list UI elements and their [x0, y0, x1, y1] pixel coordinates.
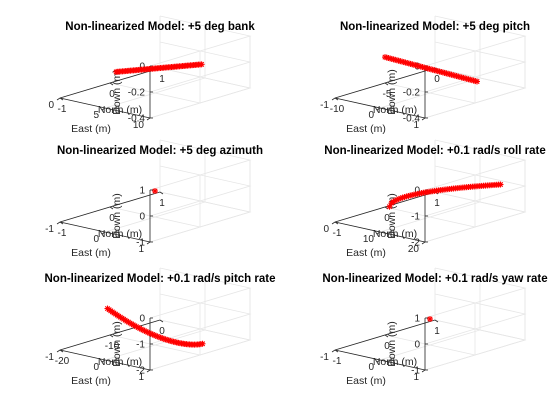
x-tick-label: 0 — [48, 100, 54, 111]
x-tick-label: 1 — [138, 244, 144, 255]
x-tick-label: 10 — [133, 120, 145, 131]
series-markers — [113, 61, 205, 75]
y-tick-label: 0 — [109, 89, 115, 100]
y-tick-label: 1 — [159, 74, 165, 85]
x-axis-label: East (m) — [346, 247, 386, 259]
data-point — [382, 54, 388, 61]
z-tick-label: 0 — [139, 212, 145, 223]
z-tick-label: 0 — [139, 62, 145, 73]
y-axis-label: North (m) — [98, 104, 142, 116]
x-tick-label: -1 — [45, 352, 54, 363]
y-tick-label: 1 — [434, 326, 440, 337]
data-point — [152, 188, 158, 194]
x-axis-label: East (m) — [346, 375, 386, 387]
y-tick-label: 0 — [384, 341, 390, 352]
tick-labels: -2-10-101-20-100 — [45, 314, 165, 384]
x-tick-label: -1 — [320, 352, 329, 363]
z-tick-label: 0 — [139, 314, 145, 325]
z-tick-label: -1 — [411, 366, 420, 377]
z-tick-label: -1 — [136, 340, 145, 351]
chart-title: Non-linearized Model: +0.1 rad/s yaw rat… — [322, 273, 547, 285]
series-markers — [386, 181, 504, 210]
y-tick-label: -1 — [58, 228, 67, 239]
y-tick-label: -1 — [333, 228, 342, 239]
z-axis-label: Down (m) — [386, 321, 398, 367]
z-axis-label: Down (m) — [111, 193, 123, 239]
z-tick-label: 0 — [414, 340, 420, 351]
chart-title: Non-linearized Model: +0.1 rad/s pitch r… — [44, 273, 275, 285]
y-tick-label: -20 — [55, 356, 70, 367]
y-axis-label: North (m) — [373, 356, 417, 368]
data-point — [427, 316, 433, 322]
z-axis-label: Down (m) — [111, 321, 123, 367]
y-tick-label: -1 — [333, 356, 342, 367]
z-tick-label: -0.2 — [128, 88, 146, 99]
data-point — [104, 305, 111, 312]
y-tick-label: -10 — [105, 341, 120, 352]
x-tick-label: 0 — [368, 110, 374, 121]
x-tick-label: 20 — [408, 244, 420, 255]
series-markers — [152, 188, 158, 194]
z-tick-label: 1 — [414, 314, 420, 325]
series-markers — [427, 316, 433, 322]
y-axis-label: North (m) — [373, 228, 417, 240]
x-tick-label: 5 — [93, 110, 99, 121]
z-tick-label: -0.2 — [403, 88, 421, 99]
chart-title: Non-linearized Model: +5 deg bank — [65, 21, 255, 33]
x-axis-label: East (m) — [71, 123, 111, 135]
x-tick-label: 10 — [363, 234, 375, 245]
grid — [59, 267, 252, 371]
y-axis-label: North (m) — [98, 356, 142, 368]
x-tick-label: 0 — [93, 234, 99, 245]
data-point — [497, 181, 504, 188]
x-axis-label: East (m) — [71, 247, 111, 259]
chart-title: Non-linearized Model: +5 deg azimuth — [57, 145, 263, 157]
y-tick-label: 0 — [109, 213, 115, 224]
z-tick-label: -1 — [136, 238, 145, 249]
y-tick-label: 0 — [434, 74, 440, 85]
y-tick-label: 0 — [159, 326, 165, 337]
z-tick-label: -2 — [411, 238, 420, 249]
series-markers — [104, 305, 206, 348]
y-tick-label: 1 — [434, 198, 440, 209]
series-markers — [382, 54, 480, 85]
y-tick-label: 0 — [384, 213, 390, 224]
y-tick-label: 1 — [159, 198, 165, 209]
chart-title: Non-linearized Model: +5 deg pitch — [340, 21, 530, 33]
x-tick-label: -1 — [45, 224, 54, 235]
z-tick-label: -1 — [411, 212, 420, 223]
x-tick-label: 0 — [323, 224, 329, 235]
x-tick-label: 1 — [413, 372, 419, 383]
z-axis-label: Down (m) — [386, 69, 398, 115]
x-tick-label: 0 — [368, 362, 374, 373]
chart-title: Non-linearized Model: +0.1 rad/s roll ra… — [324, 145, 545, 157]
tick-labels: -101-101-101 — [45, 186, 165, 256]
z-tick-label: -0.4 — [403, 114, 421, 125]
x-axis-label: East (m) — [346, 123, 386, 135]
z-axis-label: Down (m) — [111, 69, 123, 115]
x-tick-label: -1 — [320, 100, 329, 111]
x-tick-label: 1 — [413, 120, 419, 131]
y-tick-label: -1 — [58, 104, 67, 115]
x-tick-label: 0 — [93, 362, 99, 373]
z-tick-label: -2 — [136, 366, 145, 377]
x-tick-label: 1 — [138, 372, 144, 383]
y-axis-label: North (m) — [373, 104, 417, 116]
tick-labels: -101-101-101 — [320, 314, 440, 384]
y-tick-label: -5 — [383, 89, 392, 100]
y-axis-label: North (m) — [98, 228, 142, 240]
z-tick-label: -0.4 — [128, 114, 146, 125]
x-axis-label: East (m) — [71, 375, 111, 387]
z-tick-label: 1 — [139, 186, 145, 197]
y-tick-label: -10 — [330, 104, 345, 115]
data-point — [198, 61, 205, 68]
